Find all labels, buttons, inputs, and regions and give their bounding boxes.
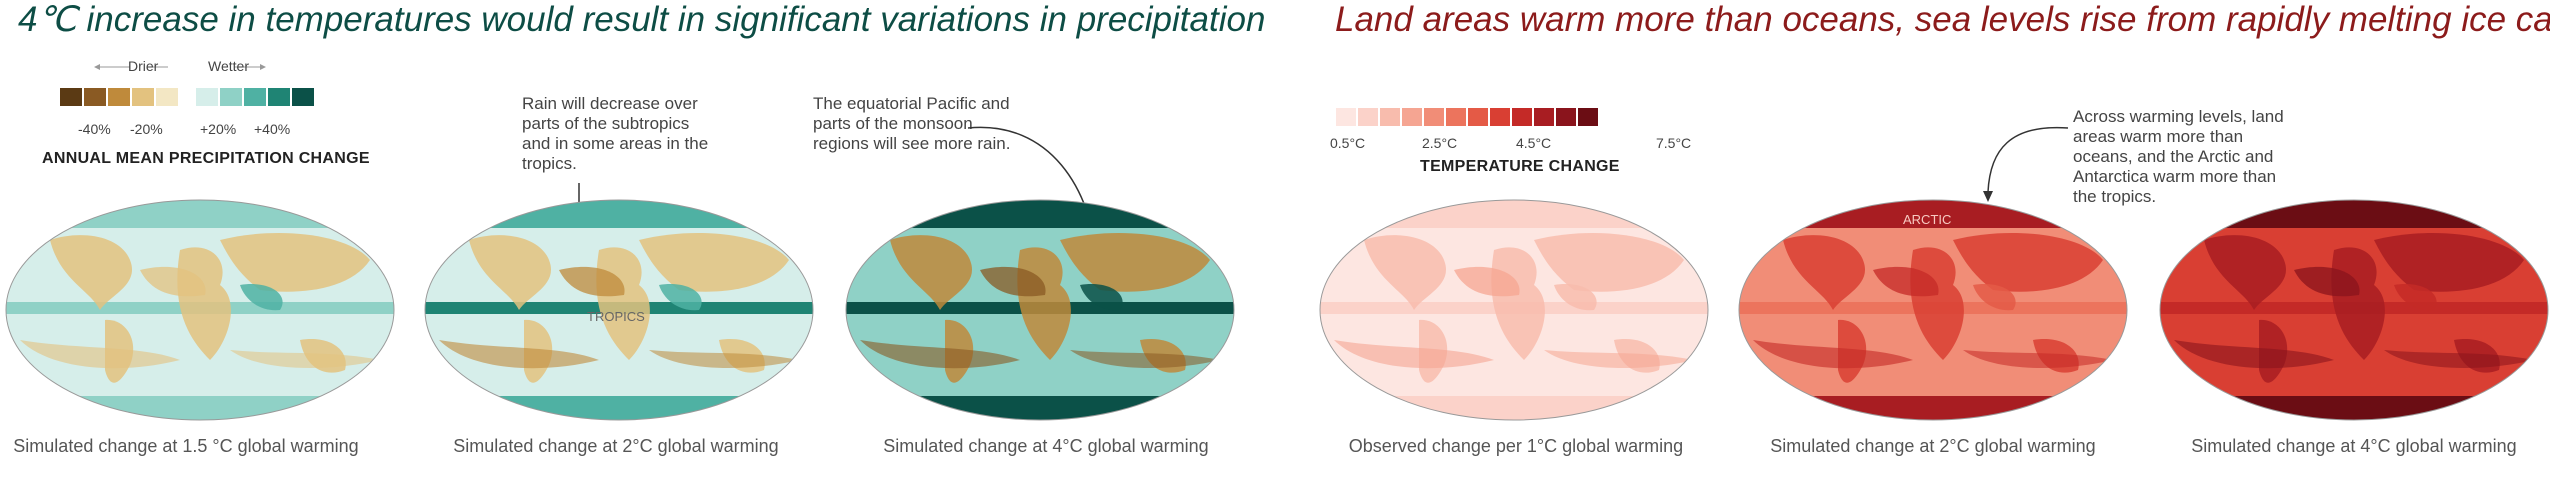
subtropics-annotation: Rain will decrease over parts of the sub… <box>522 94 709 173</box>
map-caption: Observed change per 1°C global warming <box>1348 436 1684 456</box>
world-map <box>846 200 1234 420</box>
legend-swatch <box>1490 108 1510 126</box>
legend-swatch <box>244 88 266 106</box>
legend-swatch <box>268 88 290 106</box>
legend-swatch <box>1512 108 1532 126</box>
legend-tick: 7.5°C <box>1656 135 1692 151</box>
legend-swatch <box>1578 108 1598 126</box>
legend-tick: 4.5°C <box>1516 135 1552 151</box>
legend-swatch <box>1402 108 1422 126</box>
legend-swatch <box>1556 108 1576 126</box>
temperature-swatches <box>1336 108 1598 126</box>
drier-label: Drier <box>128 58 159 74</box>
wetter-label: Wetter <box>208 58 249 74</box>
legend-swatch <box>1534 108 1554 126</box>
legend-tick: 0.5°C <box>1330 135 1366 151</box>
temperature-title: Land areas warm more than oceans, sea le… <box>1335 0 2550 39</box>
precipitation-swatches <box>60 88 314 106</box>
tropics-label: TROPICS <box>587 309 645 324</box>
legend-tick: -20% <box>130 121 163 137</box>
legend-swatch <box>1424 108 1444 126</box>
legend-swatch <box>60 88 82 106</box>
pacific-annotation: The equatorial Pacific and parts of the … <box>813 94 1011 153</box>
map-caption: Simulated change at 2°C global warming <box>1770 436 2096 456</box>
world-map <box>1320 200 1708 420</box>
temperature-legend-title: TEMPERATURE CHANGE <box>1420 158 1620 175</box>
arctic-label: ARCTIC <box>1903 212 1952 227</box>
map-caption: Simulated change at 4°C global warming <box>883 436 1209 456</box>
world-map <box>425 200 813 420</box>
world-map <box>1739 200 2127 420</box>
legend-tick: -40% <box>78 121 111 137</box>
legend-tick: +40% <box>254 121 291 137</box>
map-caption: Simulated change at 2°C global warming <box>453 436 779 456</box>
precipitation-title: 4℃ increase in temperatures would result… <box>18 0 1266 39</box>
legend-swatch <box>1468 108 1488 126</box>
legend-swatch <box>220 88 242 106</box>
legend-swatch <box>132 88 154 106</box>
legend-swatch <box>1446 108 1466 126</box>
temperature-legend: 0.5°C 2.5°C 4.5°C 7.5°C <box>1330 108 1696 188</box>
legend-swatch <box>108 88 130 106</box>
map-caption: Simulated change at 4°C global warming <box>2191 436 2517 456</box>
legend-swatch <box>156 88 178 106</box>
precipitation-legend-title: ANNUAL MEAN PRECIPITATION CHANGE <box>42 150 370 167</box>
world-map <box>2160 200 2548 420</box>
maps <box>5 199 2549 421</box>
legend-tick: 2.5°C <box>1422 135 1458 151</box>
legend-swatch <box>196 88 218 106</box>
world-map <box>6 200 394 420</box>
map-caption: Simulated change at 1.5 °C global warmin… <box>13 436 359 456</box>
legend-swatch <box>84 88 106 106</box>
legend-tick: +20% <box>200 121 237 137</box>
legend-swatch <box>1336 108 1356 126</box>
drier-wetter-arrows <box>94 64 266 70</box>
legend-swatch <box>1358 108 1378 126</box>
warming-annotation: Across warming levels, land areas warm m… <box>2073 107 2284 206</box>
precipitation-legend: Drier Wetter -40% -20% +20% +40% <box>58 58 318 178</box>
legend-swatch <box>1380 108 1400 126</box>
legend-swatch <box>292 88 314 106</box>
